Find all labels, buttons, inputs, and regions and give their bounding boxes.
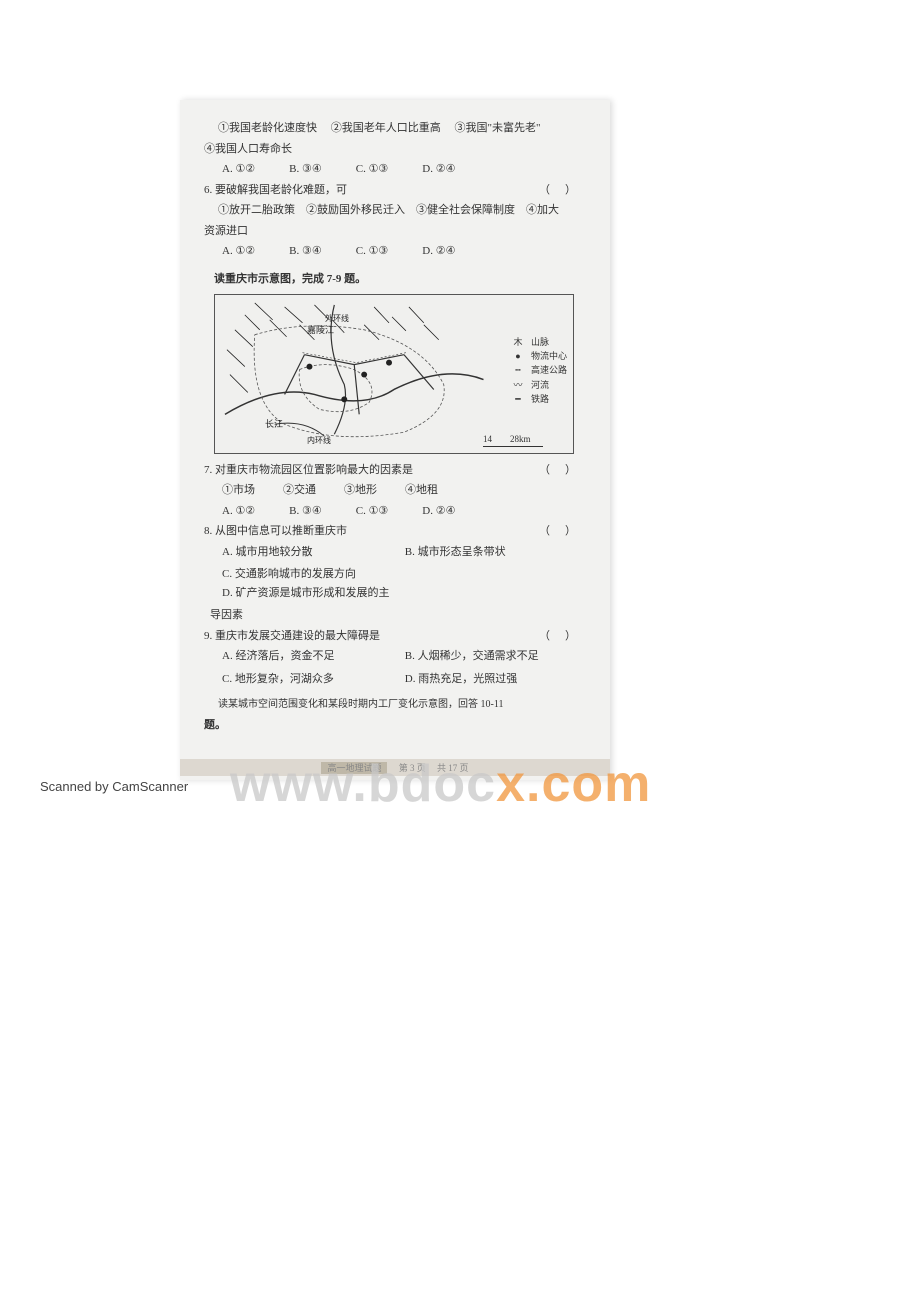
q9-d: D. 雨热充足，光照过强 xyxy=(405,671,585,688)
q7-choice-d: D. ②④ xyxy=(422,503,455,520)
q6-paren: （ ） xyxy=(539,182,578,199)
q5-options-line: ①我国老龄化速度快 ②我国老年人口比重高 ③我国"未富先老" xyxy=(204,120,598,137)
legend-highway: ┅ 高速公路 xyxy=(509,363,567,377)
jialing-label: 嘉陵江 xyxy=(307,323,334,336)
q9-c: C. 地形复杂，河湖众多 xyxy=(222,671,402,688)
q7-opts: ①市场 ②交通 ③地形 ④地租 xyxy=(204,482,598,499)
q5-choice-d: D. ②④ xyxy=(422,161,455,178)
q6-stem: 6. 要破解我国老龄化难题，可 （ ） xyxy=(204,182,598,199)
q5-choice-a: A. ①② xyxy=(222,161,255,178)
q8-b: B. 城市形态呈条带状 xyxy=(405,544,585,561)
scale-right: 28km xyxy=(510,434,531,444)
q7-o3: ③地形 xyxy=(344,482,377,499)
legend-rail: ━ 铁路 xyxy=(509,392,567,406)
q5-opt2: ②我国老年人口比重高 xyxy=(331,122,441,134)
q8-ab: A. 城市用地较分散 B. 城市形态呈条带状 xyxy=(204,544,598,563)
legend-mountain: 木山脉 xyxy=(509,335,567,349)
q9-cd: C. 地形复杂，河湖众多 D. 雨热充足，光照过强 xyxy=(204,671,598,690)
q5-opt4: ④我国人口寿命长 xyxy=(204,143,292,155)
q8-stem-text: 8. 从图中信息可以推断重庆市 xyxy=(204,525,347,537)
wave-icon: 〰 xyxy=(509,378,527,392)
changjiang-label: 长江 xyxy=(265,417,283,430)
q8-stem: 8. 从图中信息可以推断重庆市 （ ） xyxy=(204,523,598,540)
q9-ab: A. 经济落后，资金不足 B. 人烟稀少，交通需求不足 xyxy=(204,648,598,667)
q5-choice-b: B. ③④ xyxy=(289,161,322,178)
map-legend: 木山脉 ● 物流中心 ┅ 高速公路 〰河流 ━ 铁路 xyxy=(509,335,567,407)
q6-choice-d: D. ②④ xyxy=(422,243,455,260)
exam-page: ①我国老龄化速度快 ②我国老年人口比重高 ③我国"未富先老" ④我国人口寿命长 … xyxy=(180,100,610,780)
outer-ring-label: 外环线 xyxy=(325,313,349,324)
legend-highway-text: 高速公路 xyxy=(531,363,567,377)
q7-choice-a: A. ①② xyxy=(222,503,255,520)
q8-paren: （ ） xyxy=(539,523,578,540)
q8-cd: C. 交通影响城市的发展方向 D. 矿产资源是城市形成和发展的主 xyxy=(204,566,598,603)
map-scale: 14 28km xyxy=(483,432,543,447)
q7-o1: ①市场 xyxy=(222,482,255,499)
q5-opt3: ③我国"未富先老" xyxy=(455,122,541,134)
q5-choices: A. ①② B. ③④ C. ①③ D. ②④ xyxy=(204,161,598,178)
wm-1: www. xyxy=(230,755,368,813)
q9-b: B. 人烟稀少，交通需求不足 xyxy=(405,648,585,665)
rail-icon: ━ xyxy=(509,392,527,406)
q8-d: D. 矿产资源是城市形成和发展的主 xyxy=(222,585,432,602)
q6-choice-a: A. ①② xyxy=(222,243,255,260)
q10-intro2: 题。 xyxy=(204,716,598,732)
q7-o2: ②交通 xyxy=(283,482,316,499)
legend-center: ● 物流中心 xyxy=(509,349,567,363)
legend-center-text: 物流中心 xyxy=(531,349,567,363)
q7-choice-c: C. ①③ xyxy=(356,503,389,520)
q6-stem-text: 6. 要破解我国老龄化难题，可 xyxy=(204,184,347,196)
q6-optline2: 资源进口 xyxy=(204,223,598,240)
map-section-title: 读重庆市示意图，完成 7-9 题。 xyxy=(214,270,598,286)
q7-choices: A. ①② B. ③④ C. ①③ D. ②④ xyxy=(204,503,598,520)
legend-rail-text: 铁路 xyxy=(531,392,549,406)
q6-choices: A. ①② B. ③④ C. ①③ D. ②④ xyxy=(204,243,598,260)
q7-o4: ④地租 xyxy=(405,482,438,499)
q10-intro: 读某城市空间范围变化和某段时期内工厂变化示意图，回答 10-11 xyxy=(218,695,598,710)
q7-stem: 7. 对重庆市物流园区位置影响最大的因素是 （ ） xyxy=(204,462,598,479)
mountain-icon: 木 xyxy=(509,335,527,349)
legend-river: 〰河流 xyxy=(509,378,567,392)
scale-left: 14 xyxy=(483,434,492,444)
q7-stem-text: 7. 对重庆市物流园区位置影响最大的因素是 xyxy=(204,464,413,476)
q9-stem: 9. 重庆市发展交通建设的最大障碍是 （ ） xyxy=(204,628,598,645)
q9-a: A. 经济落后，资金不足 xyxy=(222,648,402,665)
q7-paren: （ ） xyxy=(539,462,578,479)
q6-choice-b: B. ③④ xyxy=(289,243,322,260)
q6-optline: ①放开二胎政策 ②鼓励国外移民迁入 ③健全社会保障制度 ④加大 xyxy=(204,202,598,219)
q7-choice-b: B. ③④ xyxy=(289,503,322,520)
q9-paren: （ ） xyxy=(539,628,578,645)
q8-c: C. 交通影响城市的发展方向 xyxy=(222,566,402,583)
wm-2: bdoc xyxy=(368,755,496,813)
q9-stem-text: 9. 重庆市发展交通建设的最大障碍是 xyxy=(204,630,380,642)
legend-mountain-text: 山脉 xyxy=(531,335,549,349)
q5-opt1: ①我国老龄化速度快 xyxy=(218,122,317,134)
watermark: www.bdocx.com xyxy=(230,754,651,814)
q5-opt4-line: ④我国人口寿命长 xyxy=(204,141,598,158)
chongqing-map: 嘉陵江 长江 外环线 内环线 木山脉 ● 物流中心 ┅ 高速公路 〰河流 ━ 铁路 1… xyxy=(214,294,574,454)
wm-3: x.com xyxy=(496,755,651,813)
camscanner-label: Scanned by CamScanner xyxy=(40,779,188,794)
dash-icon: ┅ xyxy=(509,363,527,377)
q6-choice-c: C. ①③ xyxy=(356,243,389,260)
q5-choice-c: C. ①③ xyxy=(356,161,389,178)
q8-a: A. 城市用地较分散 xyxy=(222,544,402,561)
dot-icon: ● xyxy=(509,349,527,363)
legend-river-text: 河流 xyxy=(531,378,549,392)
inner-ring-label: 内环线 xyxy=(307,435,331,446)
q8-d2: 导因素 xyxy=(204,607,598,624)
